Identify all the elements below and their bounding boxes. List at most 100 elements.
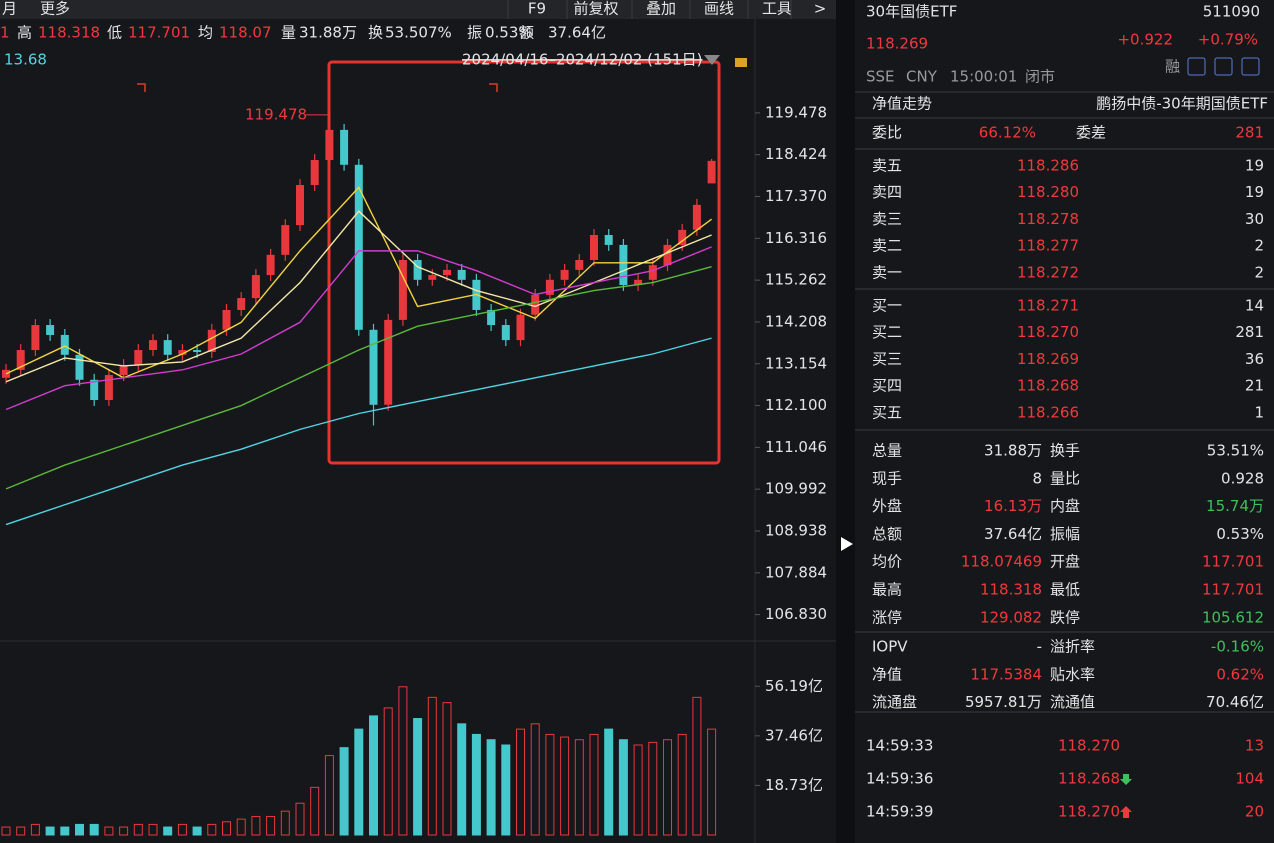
candle-body	[663, 244, 672, 266]
volume-bar	[295, 802, 305, 836]
stat-label: 最低	[1050, 581, 1080, 599]
highlight-box	[327, 60, 721, 465]
info-value: 31.88万	[299, 24, 357, 42]
book-level: 买一	[872, 297, 902, 315]
dropdown[interactable]	[704, 55, 720, 65]
tool-icon[interactable]	[1214, 57, 1233, 76]
info-label: 额	[519, 24, 534, 42]
volume-bar	[471, 733, 481, 836]
stat-label: IOPV	[872, 638, 908, 656]
info-label: 量	[281, 24, 296, 42]
candle-body	[134, 350, 143, 366]
book-level: 卖一	[872, 263, 902, 281]
stat-label: 溢折率	[1050, 638, 1095, 656]
candle-body	[560, 269, 569, 280]
moving-average	[5, 337, 712, 526]
toolbar-tab[interactable]: 工具	[762, 0, 792, 18]
volume-bar	[222, 821, 231, 836]
stat-label: 量比	[1050, 469, 1080, 487]
date-range: 2024/04/16–2024/12/02 (151日)	[462, 51, 703, 69]
volume-bar	[633, 744, 643, 836]
y-tick-label: 119.478	[765, 103, 827, 121]
candle-body	[296, 185, 304, 226]
book-volume: 19	[1245, 183, 1264, 201]
toolbar-tab[interactable]: >	[814, 0, 827, 18]
y-tick-label: 109.992	[765, 480, 827, 498]
toolbar-tab[interactable]: 前复权	[573, 0, 618, 18]
toolbar-tab[interactable]: 更多	[40, 0, 70, 18]
info-label: 高	[17, 24, 32, 42]
stat-label: 贴水率	[1050, 665, 1095, 683]
book-level: 卖四	[872, 183, 902, 201]
tool-icon[interactable]	[1187, 57, 1206, 76]
book-level: 卖三	[872, 210, 902, 228]
toolbar-tab[interactable]: 叠加	[646, 0, 676, 18]
candle-body	[90, 379, 99, 401]
volume-bar	[545, 733, 555, 836]
toolbar-tab[interactable]: 月	[2, 0, 17, 18]
security-name: 30年国债ETF	[866, 3, 957, 21]
book-price: 118.271	[1017, 297, 1079, 315]
info-label: 换	[368, 24, 383, 42]
book-volume: 2	[1254, 237, 1264, 255]
stat-label: 流通盘	[872, 693, 917, 711]
stat-label: 均价	[872, 553, 902, 571]
stat-value: -0.16%	[1211, 638, 1264, 656]
candle-body	[207, 329, 216, 353]
volume-bar	[618, 739, 628, 836]
toolbar-tab[interactable]: 画线	[704, 0, 734, 18]
status: 闭市	[1025, 68, 1055, 86]
book-level: 买五	[872, 403, 902, 421]
y-tick-label: 116.316	[765, 229, 827, 247]
candle-body	[75, 354, 84, 380]
stat-value: 8	[1032, 469, 1042, 487]
book-price: 118.277	[1017, 237, 1079, 255]
volume-bar	[442, 702, 452, 836]
volume-bar	[133, 823, 143, 836]
tool-icon[interactable]	[1241, 57, 1260, 76]
candle-body	[516, 314, 525, 341]
candle-body	[193, 350, 202, 353]
candle-body	[678, 229, 687, 245]
collapse-button[interactable]	[841, 537, 853, 551]
volume-tick-label: 18.73亿	[765, 776, 823, 794]
stat-value: 129.082	[980, 608, 1042, 626]
candle-body	[398, 259, 407, 320]
high-annotation: 119.478	[245, 105, 307, 123]
candle-body	[178, 350, 187, 355]
stat-label: 流通值	[1050, 693, 1095, 711]
stat-value: 117.701	[1202, 581, 1264, 599]
down-arrow	[1120, 774, 1132, 785]
stat-value: 70.46亿	[1206, 693, 1264, 711]
volume-bar	[604, 728, 614, 836]
y-tick-label: 113.154	[765, 354, 827, 372]
volume-bar	[236, 818, 246, 836]
candle-body	[531, 294, 540, 315]
last-price: 118.269	[866, 35, 928, 53]
candle-body	[413, 259, 422, 280]
stat-label: 现手	[872, 469, 902, 487]
candle-body	[60, 334, 69, 355]
candle-body	[310, 160, 319, 186]
book-volume: 1	[1254, 403, 1264, 421]
volume-bar	[119, 826, 129, 836]
book-price: 118.278	[1017, 210, 1079, 228]
book-volume: 19	[1245, 157, 1264, 175]
volume-bar	[663, 739, 672, 836]
change: +0.922	[1117, 31, 1173, 49]
time: 15:00:01	[950, 68, 1017, 86]
volume-bar	[30, 823, 40, 836]
candle-body	[266, 254, 275, 276]
trade-volume: 13	[1245, 737, 1264, 755]
stat-value: 0.53%	[1216, 525, 1264, 543]
y-tick-label: 117.370	[765, 187, 827, 205]
chart: 月 更多 F9 前复权 叠加 画线 工具 >1 高 118.318 低 117.701 均 118.07 量…	[0, 0, 827, 836]
stat-label: 振幅	[1050, 525, 1080, 543]
lock-icon[interactable]	[735, 58, 747, 67]
volume-bar	[707, 728, 717, 836]
toolbar-tab[interactable]: F9	[528, 0, 546, 18]
info-value: 53.507%	[385, 24, 452, 42]
book-price: 118.268	[1017, 377, 1079, 395]
up-arrow	[1120, 806, 1132, 818]
